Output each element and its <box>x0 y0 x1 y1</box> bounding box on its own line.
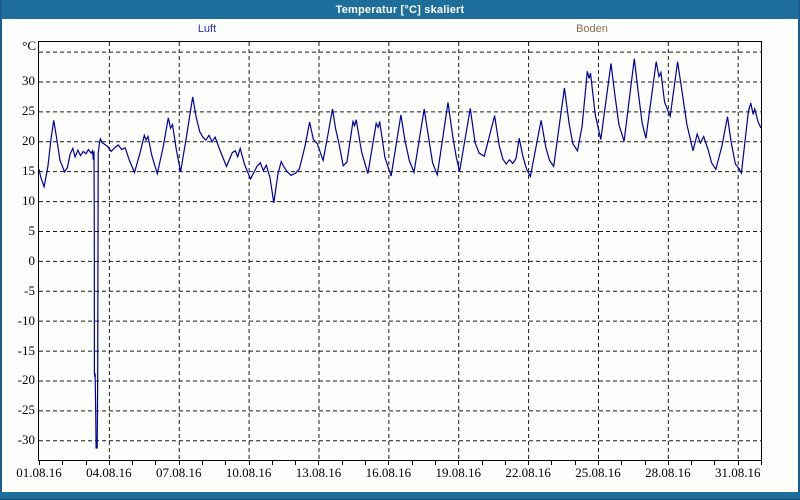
plot-canvas[interactable] <box>39 42 761 460</box>
series-curve-luft <box>39 58 761 449</box>
x-axis-tick-label: 04.08.16 <box>86 465 132 480</box>
y-axis-tick-label: 25 <box>22 103 35 119</box>
x-axis-minor-ticks <box>39 461 762 465</box>
y-axis-tick-label: 30 <box>22 73 35 89</box>
x-axis-tick-label: 25.08.16 <box>575 465 621 480</box>
legend-label-luft: Luft <box>162 23 252 35</box>
window-title: Temperatur [°C] skaliert <box>335 3 465 16</box>
y-axis-tick-label: 20 <box>22 133 35 149</box>
y-axis-tick-label: 15 <box>22 163 35 179</box>
x-axis-tick-label: 22.08.16 <box>505 465 551 480</box>
window-frame-right <box>798 0 800 500</box>
legend-label-boden: Boden <box>547 23 637 35</box>
x-axis-tick-label: 31.08.16 <box>714 465 761 480</box>
plot-area[interactable] <box>38 41 762 461</box>
window-frame-left <box>0 0 2 500</box>
x-axis-tick-label: 07.08.16 <box>155 465 202 480</box>
legend-luft-text: Luft <box>197 23 217 35</box>
x-axis-tick-label: 10.08.16 <box>225 465 272 480</box>
window-frame-bottom <box>0 492 800 500</box>
x-axis-tick-label: 28.08.16 <box>645 465 691 480</box>
y-axis-tick-label: -5 <box>24 282 35 298</box>
y-axis-tick-label: -20 <box>17 372 35 388</box>
y-axis-tick-label: -25 <box>17 402 35 418</box>
x-axis-tick-label: 13.08.16 <box>295 465 342 480</box>
y-axis-tick-label: -15 <box>17 342 35 358</box>
x-axis-tick-label: 01.08.16 <box>16 465 62 480</box>
window-titlebar: Temperatur [°C] skaliert <box>0 0 800 19</box>
y-axis-tick-label: 5 <box>28 222 36 238</box>
y-axis-tick-label: 10 <box>22 193 35 209</box>
x-axis-tick-label: 16.08.16 <box>365 465 412 480</box>
legend-boden-text: Boden <box>576 23 608 35</box>
y-axis-tick-label: -30 <box>17 432 35 448</box>
y-axis-tick-label: -10 <box>17 312 35 328</box>
y-axis-unit-label: °C <box>22 38 36 53</box>
x-axis-tick-label: 19.08.16 <box>435 465 481 480</box>
y-axis-tick-label: 0 <box>28 252 36 268</box>
